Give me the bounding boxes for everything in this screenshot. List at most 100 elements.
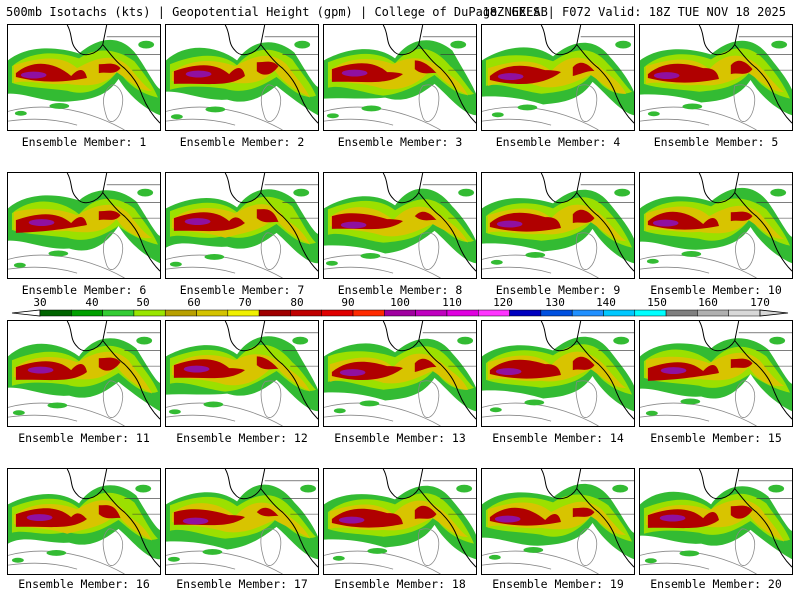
ensemble-member-map: [165, 172, 319, 279]
ensemble-member-label: Ensemble Member: 4: [495, 135, 621, 149]
colorbar-tick-label: 70: [238, 296, 252, 309]
colorbar-tick-label: 140: [596, 296, 616, 309]
ensemble-member-map: [639, 172, 793, 279]
ensemble-member-label: Ensemble Member: 10: [650, 283, 782, 297]
colorbar-swatch: [665, 309, 698, 317]
ensemble-member-label: Ensemble Member: 19: [492, 577, 624, 591]
ensemble-member-label: Ensemble Member: 17: [176, 577, 308, 591]
colorbar-swatch: [133, 309, 166, 317]
coastline: [698, 469, 740, 500]
colorbar: [11, 309, 789, 317]
ensemble-member-label: Ensemble Member: 20: [650, 577, 782, 591]
colorbar-swatch: [352, 309, 385, 317]
ensemble-member-map: [323, 172, 477, 279]
ensemble-member-map: [323, 320, 477, 427]
colorbar-swatch: [290, 309, 322, 317]
coastline: [698, 321, 740, 352]
ensemble-member-map: [7, 172, 161, 279]
colorbar-tick-label: 170: [750, 296, 770, 309]
ensemble-member-map: [7, 320, 161, 427]
colorbar-swatch: [102, 309, 135, 317]
coastline: [540, 321, 582, 352]
ensemble-member-label: Ensemble Member: 16: [18, 577, 150, 591]
ensemble-member-map: [481, 468, 635, 575]
coastline: [66, 469, 108, 500]
colorbar-swatch: [196, 309, 229, 317]
colorbar-left-arrow: [11, 309, 41, 317]
colorbar-swatch: [415, 309, 448, 317]
coastline: [698, 173, 740, 204]
coastline: [698, 25, 740, 56]
coastline: [66, 25, 108, 56]
ensemble-member-label: Ensemble Member: 15: [650, 431, 782, 445]
ensemble-member-map: [481, 320, 635, 427]
colorbar-swatch: [164, 309, 197, 317]
ensemble-member-map: [165, 320, 319, 427]
ensemble-member-label: Ensemble Member: 18: [334, 577, 466, 591]
ensemble-member-map: [165, 24, 319, 131]
colorbar-tick-label: 40: [85, 296, 99, 309]
colorbar-tick-label: 100: [390, 296, 410, 309]
colorbar-right-arrow: [759, 309, 789, 317]
colorbar-swatch: [321, 309, 354, 317]
colorbar-tick-label: 120: [493, 296, 513, 309]
colorbar-tick-label: 160: [698, 296, 718, 309]
colorbar-tick-label: 30: [33, 296, 47, 309]
ensemble-member-map: [639, 24, 793, 131]
ensemble-member-label: Ensemble Member: 7: [179, 283, 305, 297]
ensemble-member-label: Ensemble Member: 11: [18, 431, 150, 445]
coastline: [540, 25, 582, 56]
ensemble-member-label: Ensemble Member: 8: [337, 283, 463, 297]
ensemble-member-map: [323, 468, 477, 575]
coastline: [66, 173, 108, 204]
ensemble-member-label: Ensemble Member: 5: [653, 135, 779, 149]
ensemble-member-map: [481, 24, 635, 131]
ensemble-member-map: [7, 468, 161, 575]
ensemble-member-map: [639, 468, 793, 575]
colorbar-swatch: [540, 309, 573, 317]
colorbar-tick-label: 110: [442, 296, 462, 309]
ensemble-member-label: Ensemble Member: 2: [179, 135, 305, 149]
colorbar-swatch: [478, 309, 510, 317]
colorbar-swatch: [509, 309, 542, 317]
title-left: 500mb Isotachs (kts) | Geopotential Heig…: [6, 5, 548, 19]
ensemble-member-label: Ensemble Member: 13: [334, 431, 466, 445]
ensemble-member-label: Ensemble Member: 9: [495, 283, 621, 297]
ensemble-member-map: [639, 320, 793, 427]
ensemble-member-map: [165, 468, 319, 575]
coastline: [224, 469, 266, 500]
coastline: [540, 173, 582, 204]
colorbar-tick-label: 60: [187, 296, 201, 309]
colorbar-swatch: [384, 309, 416, 317]
colorbar-swatch: [728, 309, 761, 317]
colorbar-tick-label: 150: [647, 296, 667, 309]
ensemble-member-label: Ensemble Member: 14: [492, 431, 624, 445]
colorbar-swatch: [634, 309, 667, 317]
colorbar-swatch: [446, 309, 479, 317]
jet-core: [173, 359, 245, 379]
colorbar-tick-label: 80: [290, 296, 304, 309]
ensemble-member-label: Ensemble Member: 6: [21, 283, 147, 297]
ensemble-member-label: Ensemble Member: 1: [21, 135, 147, 149]
ensemble-member-map: [481, 172, 635, 279]
ensemble-member-map: [323, 24, 477, 131]
colorbar-tick-label: 50: [136, 296, 150, 309]
coastline: [382, 25, 424, 56]
coastline: [66, 321, 108, 352]
ensemble-member-label: Ensemble Member: 12: [176, 431, 308, 445]
title-right: 18Z GEFS | F072 Valid: 18Z TUE NOV 18 20…: [482, 5, 786, 19]
coastline: [224, 25, 266, 56]
coastline: [382, 469, 424, 500]
colorbar-swatch: [258, 309, 291, 317]
jet-core: [331, 63, 403, 83]
colorbar-swatch: [71, 309, 103, 317]
colorbar-tick-label: 90: [341, 296, 355, 309]
colorbar-swatch: [697, 309, 729, 317]
coastline: [224, 173, 266, 204]
coastline: [224, 321, 266, 352]
ensemble-member-map: [7, 24, 161, 131]
colorbar-swatch: [571, 309, 604, 317]
colorbar-swatch: [603, 309, 636, 317]
coastline: [382, 321, 424, 352]
ensemble-member-label: Ensemble Member: 3: [337, 135, 463, 149]
